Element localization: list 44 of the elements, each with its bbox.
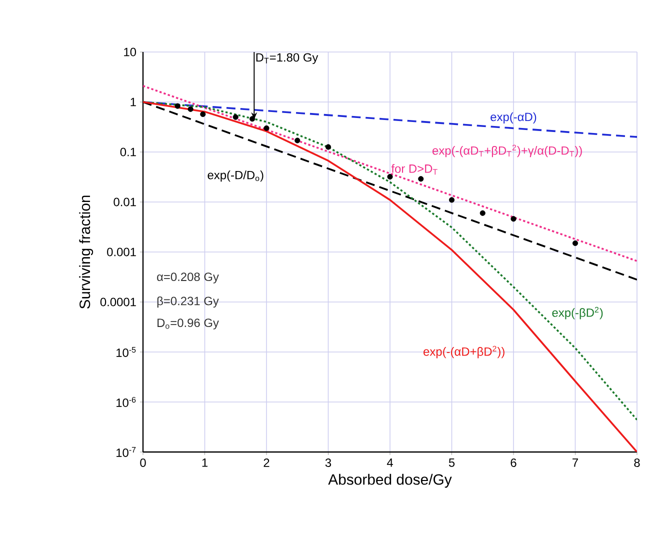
x-tick-label: 8 — [634, 458, 640, 467]
point — [264, 125, 270, 131]
y-tick-label: 0.01 — [114, 198, 136, 206]
point — [174, 103, 180, 109]
point — [510, 216, 516, 222]
annotation: D$_{T}$=1.80 Gy — [256, 53, 318, 64]
x-tick-label: 1 — [202, 458, 208, 467]
x-tick-label: 5 — [448, 458, 455, 467]
annotation: β=0.231 Gy — [157, 296, 219, 308]
point — [250, 116, 256, 122]
y-tick-label: 0.1 — [120, 148, 136, 156]
series-label: exp(-βD$^{2}$) — [552, 306, 603, 320]
y-tick-label: 10$^{-7}$ — [116, 447, 136, 457]
annotation: α=0.208 Gy — [157, 272, 219, 284]
x-tick-label: 7 — [572, 458, 578, 467]
x-tick-label: 2 — [264, 458, 270, 467]
y-tick-label: 10 — [124, 48, 136, 56]
point — [418, 176, 424, 182]
point — [572, 240, 578, 246]
y-axis-title: Surviving fraction — [79, 196, 94, 309]
series-label: exp(-αD) — [490, 112, 536, 124]
y-tick-label: 1 — [130, 98, 136, 106]
series-label: exp(-D/D$_{o}$) — [208, 170, 264, 182]
point — [480, 210, 486, 216]
point — [294, 138, 300, 144]
point — [387, 174, 393, 180]
x-tick-label: 4 — [386, 458, 393, 467]
annotation: for D>D$_{T}$ — [391, 164, 438, 175]
x-tick-label: 3 — [325, 458, 332, 467]
x-tick-label: 6 — [510, 458, 516, 467]
y-tick-label: 10$^{-6}$ — [116, 396, 136, 408]
point — [325, 144, 332, 150]
x-axis-title: Absorbed dose/Gy — [328, 474, 452, 488]
point — [200, 111, 206, 118]
point — [188, 106, 194, 112]
point — [232, 114, 238, 120]
y-tick-label: 0.001 — [107, 248, 136, 256]
x-tick-label: 0 — [140, 458, 146, 467]
annotation: D$_{o}$=0.96 Gy — [158, 318, 219, 330]
y-tick-label: 10$^{-5}$ — [116, 347, 136, 357]
text: exp(-(αD$_{T}$+βD$_{T}$$^{2}$)+γ/α(D-D$_{T}$)) — [432, 144, 582, 158]
text: exp(-(αD+βD$^{2}$)) — [424, 346, 504, 358]
point — [448, 197, 455, 203]
y-tick-label: 0.0001 — [100, 298, 136, 306]
